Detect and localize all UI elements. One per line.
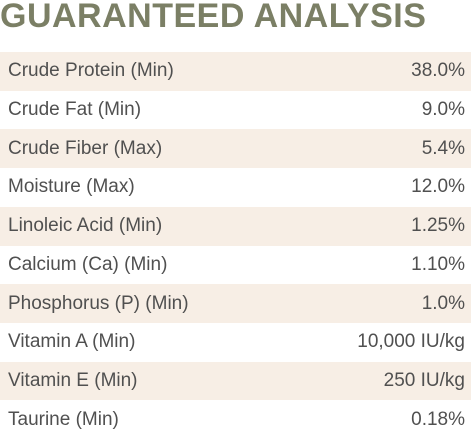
nutrient-name: Crude Fiber (Max): [8, 137, 163, 159]
title: GUARANTEED ANALYSIS: [0, 0, 427, 35]
nutrient-value: 250 IU/kg: [383, 369, 465, 391]
nutrient-name: Phosphorus (P) (Min): [8, 292, 189, 314]
nutrient-value: 1.0%: [421, 292, 465, 314]
nutrient-value: 0.18%: [411, 408, 465, 430]
nutrient-value: 5.4%: [421, 137, 465, 159]
nutrient-name: Crude Fat (Min): [8, 99, 142, 121]
table-row: Moisture (Max) 12.0%: [0, 168, 471, 207]
nutrient-value: 1.25%: [411, 215, 465, 237]
table-row: Phosphorus (P) (Min) 1.0%: [0, 284, 471, 323]
nutrient-name: Vitamin E (Min): [8, 369, 138, 391]
nutrient-value: 1.10%: [411, 253, 465, 275]
nutrient-name: Taurine (Min): [8, 408, 119, 430]
table-row: Taurine (Min) 0.18%: [0, 400, 471, 439]
nutrient-name: Moisture (Max): [8, 176, 135, 198]
nutrient-name: Vitamin A (Min): [8, 331, 136, 353]
table-row: Crude Fiber (Max) 5.4%: [0, 129, 471, 169]
table-row: Vitamin E (Min) 250 IU/kg: [0, 361, 471, 401]
table-row: Linoleic Acid (Min) 1.25%: [0, 206, 471, 246]
nutrient-name: Crude Protein (Min): [8, 60, 174, 82]
nutrient-value: 10,000 IU/kg: [357, 331, 465, 353]
table-row: Vitamin A (Min) 10,000 IU/kg: [0, 323, 471, 362]
nutrient-value: 12.0%: [411, 176, 465, 198]
table-row: Crude Fat (Min) 9.0%: [0, 91, 471, 130]
table-row: Calcium (Ca) (Min) 1.10%: [0, 246, 471, 285]
nutrient-value: 38.0%: [411, 60, 465, 82]
nutrient-name: Calcium (Ca) (Min): [8, 253, 168, 275]
nutrient-value: 9.0%: [421, 99, 465, 121]
analysis-table: Crude Protein (Min) 38.0% Crude Fat (Min) 9…: [0, 52, 471, 439]
nutrient-name: Linoleic Acid (Min): [8, 215, 163, 237]
table-row: Crude Protein (Min) 38.0%: [0, 52, 471, 91]
